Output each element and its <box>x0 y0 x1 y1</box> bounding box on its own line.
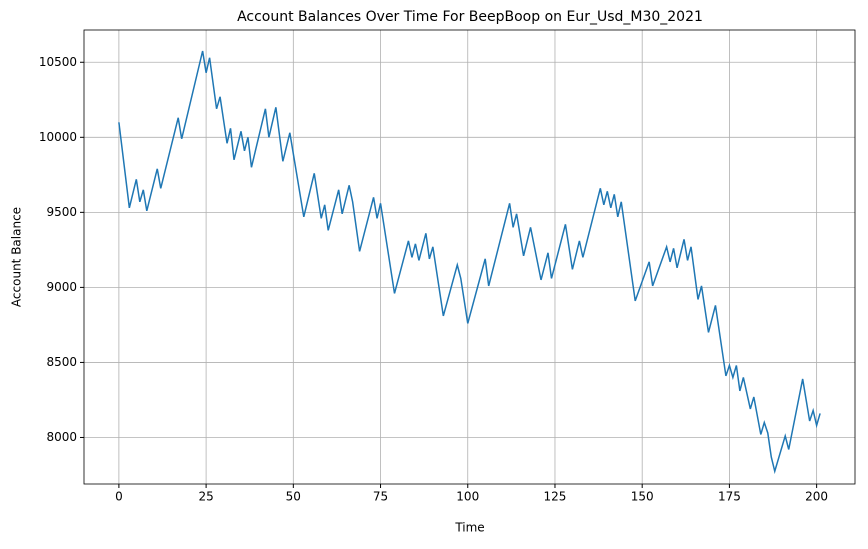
y-tick-label: 8000 <box>46 430 77 444</box>
y-tick-label: 9000 <box>46 280 77 294</box>
plot-frame <box>83 29 856 485</box>
x-tick-label: 0 <box>115 490 123 504</box>
chart-title: Account Balances Over Time For BeepBoop … <box>237 9 703 25</box>
x-tick-label: 175 <box>718 490 741 504</box>
y-axis-label: Account Balance <box>10 207 24 307</box>
data-line <box>118 50 821 475</box>
x-tick-label: 25 <box>198 490 213 504</box>
y-tick-label: 9500 <box>46 205 77 219</box>
y-tick-label: 8500 <box>46 355 77 369</box>
x-tick-label: 100 <box>456 490 479 504</box>
x-tick-label: 50 <box>286 490 301 504</box>
x-tick-label: 75 <box>373 490 388 504</box>
x-tick-label: 125 <box>544 490 567 504</box>
y-tick-label: 10000 <box>39 130 77 144</box>
x-tick-label: 200 <box>805 490 828 504</box>
x-axis-label: Time <box>454 521 484 535</box>
y-tick-label: 10500 <box>39 55 77 69</box>
x-tick-label: 150 <box>631 490 654 504</box>
